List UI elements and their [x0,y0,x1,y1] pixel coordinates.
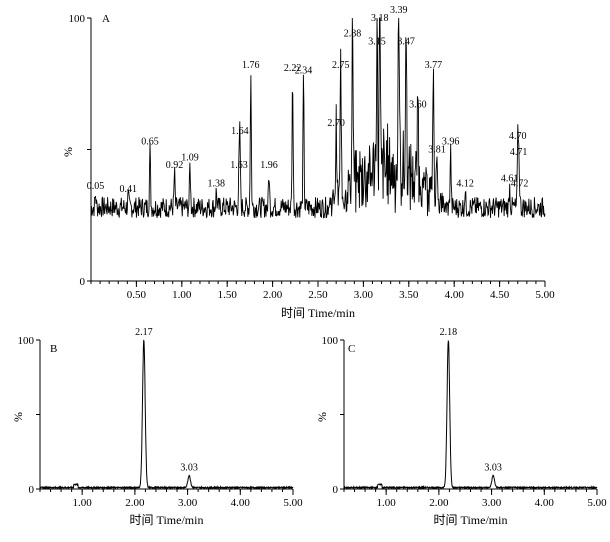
peak-label: 3.39 [390,5,408,16]
x-tick-label: 2.00 [429,497,449,509]
peak-label: 1.63 [230,160,248,171]
peak-label: 2.75 [332,60,350,71]
peak-label: 0.65 [141,137,159,148]
x-tick-label: 0.50 [127,289,147,301]
peak-label: 1.09 [181,152,199,163]
x-tick-label: 5.00 [587,497,607,509]
y-tick-label: 0 [333,484,339,496]
peak-label: 3.77 [425,60,443,71]
panel-label: B [50,343,57,355]
peak-label: 2.70 [327,118,345,129]
peak-label: 3.03 [484,463,502,474]
peak-label: 3.03 [180,463,198,474]
x-tick-label: 5.00 [535,289,555,301]
x-tick-label: 5.00 [283,497,303,509]
x-tick-label: 3.00 [482,497,502,509]
y-axis-label: % [11,412,25,422]
series-line [343,340,598,490]
peak-label: 1.76 [242,60,260,71]
x-axis-label: 时间 Time/min [130,513,204,527]
x-tick-label: 4.00 [445,289,465,301]
series-line [40,339,294,491]
x-tick-label: 1.00 [377,497,397,509]
peak-label: 3.81 [428,144,446,155]
peak-label: 2.34 [295,65,313,76]
y-axis-label: % [61,147,75,157]
y-axis-label: % [315,412,329,422]
series-line [90,17,546,219]
peak-label: 2.18 [440,327,458,338]
x-tick-label: 1.00 [73,497,93,509]
x-tick-label: 4.00 [231,497,251,509]
x-tick-label: 1.50 [218,289,238,301]
peak-label: 3.47 [397,37,415,48]
x-axis-label: 时间 Time/min [281,306,355,320]
peak-label: 3.60 [409,100,427,111]
peak-label: 0.41 [119,184,137,195]
x-tick-label: 3.50 [399,289,419,301]
x-tick-label: 2.00 [125,497,145,509]
peak-label: 4.61 [501,173,519,184]
panel-b: 0 100 1.00 2.00 3.00 4.00 5.00% 时间 Time/min B 2.1… [11,327,303,527]
peak-label: 0.92 [166,160,184,171]
x-tick-label: 4.50 [490,289,510,301]
x-axis-label: 时间 Time/min [434,513,508,527]
peak-label: 4.70 [509,131,527,142]
peak-label: 1.38 [208,179,226,190]
y-tick-label: 100 [69,13,86,25]
y-tick-label: 0 [29,484,35,496]
peak-label: 4.72 [511,179,529,190]
peak-label: 3.15 [368,37,386,48]
peak-label: 2.88 [344,29,362,40]
peak-label: 3.18 [371,13,389,24]
panel-a: 0 100 0.50 1.00 1.50 2.00 2.50 3.00 3.50 4.00 4.50… [61,5,555,320]
x-tick-label: 2.00 [263,289,283,301]
x-tick-label: 4.00 [535,497,555,509]
peak-label: 2.17 [135,327,153,338]
panel-c: 0 100 1.00 2.00 3.00 4.00 5.00% 时间 Time/min C 2.1… [315,327,607,527]
panel-label: C [348,343,355,355]
peak-label: 0.05 [87,181,105,192]
x-tick-label: 2.50 [308,289,328,301]
y-tick-label: 100 [18,335,35,347]
x-tick-label: 3.00 [354,289,374,301]
peak-label: 3.96 [442,137,460,148]
peak-label: 4.71 [510,147,528,158]
y-tick-label: 0 [80,276,86,288]
peak-label: 1.64 [231,126,249,137]
x-tick-label: 1.00 [172,289,192,301]
y-tick-label: 100 [322,335,339,347]
x-tick-label: 3.00 [178,497,198,509]
panel-label: A [102,13,110,25]
peak-label: 1.96 [260,160,278,171]
peak-label: 2.22 [284,63,302,74]
peak-label: 4.12 [456,179,474,190]
